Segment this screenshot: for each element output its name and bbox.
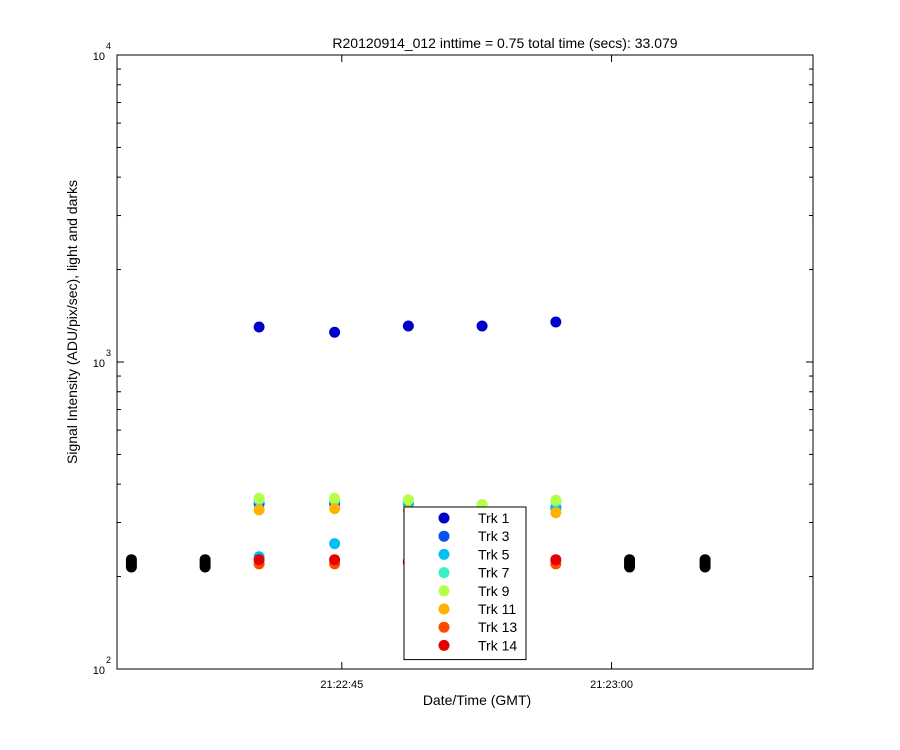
y-minor-ticks — [117, 68, 813, 578]
data-point — [253, 321, 265, 333]
legend-entry: Trk 1 — [478, 510, 510, 526]
legend-entry: Trk 14 — [478, 637, 517, 653]
legend-entry: Trk 3 — [478, 528, 510, 544]
legend-marker — [438, 548, 450, 560]
data-point — [329, 554, 341, 566]
x-axis-ticks: 21:22:45 21:23:00 — [320, 55, 633, 691]
data-point — [329, 492, 341, 504]
data-point — [550, 554, 562, 566]
y-tick-label-base: 10 — [93, 665, 105, 677]
data-point — [329, 538, 341, 550]
data-point — [253, 554, 265, 566]
data-point — [402, 494, 414, 506]
legend-marker — [438, 639, 450, 651]
x-axis-label: Date/Time (GMT) — [423, 692, 531, 708]
data-point — [550, 494, 562, 506]
data-point — [329, 326, 341, 338]
legend-entry: Trk 7 — [478, 565, 510, 581]
legend-marker — [438, 512, 450, 524]
legend-marker — [438, 585, 450, 597]
data-points — [125, 316, 711, 573]
data-point — [624, 554, 636, 566]
legend-entry: Trk 5 — [478, 546, 510, 562]
y-tick-label-exponent: 3 — [106, 348, 111, 358]
chart-title: R20120914_012 inttime = 0.75 total time … — [332, 35, 677, 51]
legend-marker — [438, 603, 450, 615]
legend: Trk 1 Trk 3 Trk 5 Trk 7 Trk 9 Trk 11 Trk 13 Trk… — [403, 506, 527, 661]
legend-box — [403, 506, 527, 661]
data-point — [253, 492, 265, 504]
y-tick-label-base: 10 — [93, 358, 105, 370]
data-point — [253, 504, 265, 516]
y-tick-label-exponent: 2 — [106, 655, 111, 665]
data-point — [699, 554, 711, 566]
legend-marker — [438, 621, 450, 633]
data-point — [402, 320, 414, 332]
legend-entry: Trk 9 — [478, 583, 510, 599]
data-point — [550, 316, 562, 328]
data-point — [550, 507, 562, 519]
legend-marker — [438, 567, 450, 579]
x-tick-label: 21:23:00 — [590, 679, 633, 691]
data-point — [329, 503, 341, 515]
y-axis-label: Signal Intensity (ADU/pix/sec), light an… — [64, 180, 80, 464]
legend-entry: Trk 13 — [478, 619, 517, 635]
data-point — [199, 554, 211, 566]
x-tick-label: 21:22:45 — [320, 679, 363, 691]
y-tick-label-exponent: 4 — [106, 41, 111, 51]
data-point — [125, 554, 137, 566]
legend-entry: Trk 11 — [478, 601, 516, 617]
data-point — [476, 320, 488, 332]
legend-marker — [438, 530, 450, 542]
y-tick-label-base: 10 — [93, 51, 105, 63]
